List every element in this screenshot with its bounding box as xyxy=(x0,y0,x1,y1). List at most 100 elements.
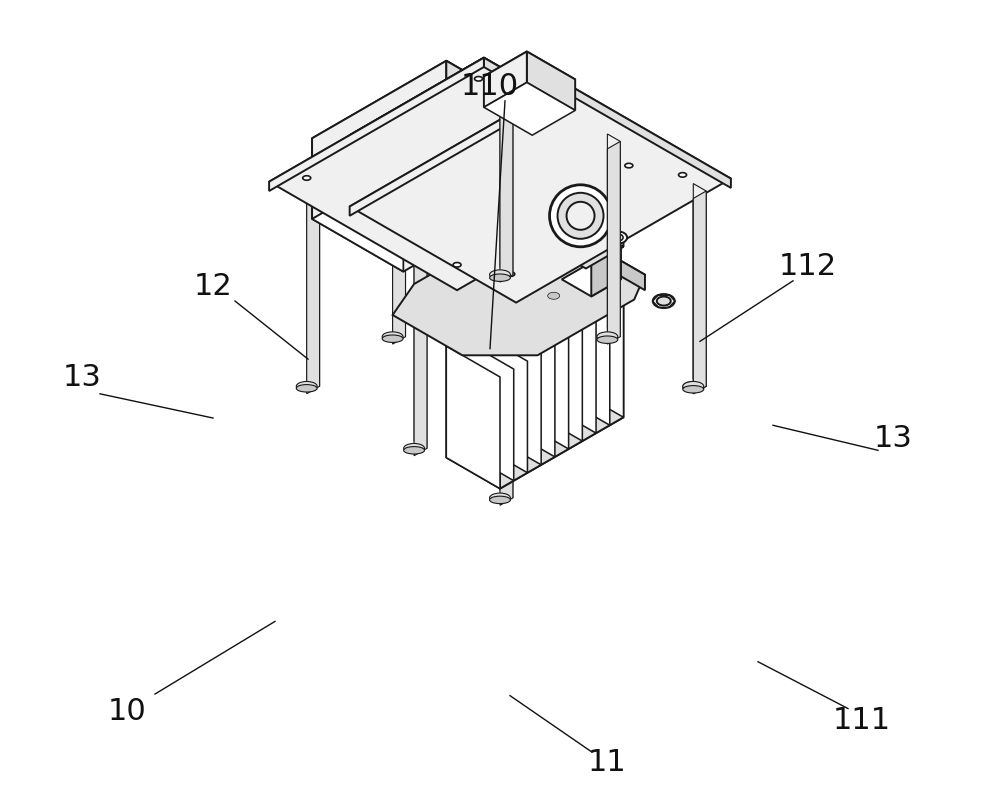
Polygon shape xyxy=(484,52,527,107)
Polygon shape xyxy=(607,134,620,337)
Ellipse shape xyxy=(404,444,425,454)
Polygon shape xyxy=(591,228,621,279)
Polygon shape xyxy=(484,57,672,175)
Polygon shape xyxy=(500,72,513,274)
Polygon shape xyxy=(269,57,672,291)
Polygon shape xyxy=(350,57,554,175)
Text: 13: 13 xyxy=(874,424,912,453)
Polygon shape xyxy=(548,220,578,272)
Polygon shape xyxy=(446,387,623,488)
Polygon shape xyxy=(527,52,575,111)
Polygon shape xyxy=(538,219,623,269)
Polygon shape xyxy=(307,191,320,394)
Ellipse shape xyxy=(653,294,675,308)
Polygon shape xyxy=(519,237,578,272)
Polygon shape xyxy=(591,245,621,296)
Polygon shape xyxy=(484,52,575,104)
Polygon shape xyxy=(433,69,524,202)
Polygon shape xyxy=(500,306,623,488)
Polygon shape xyxy=(419,77,511,210)
Polygon shape xyxy=(312,61,446,219)
Polygon shape xyxy=(500,295,513,498)
Polygon shape xyxy=(446,274,623,377)
Ellipse shape xyxy=(597,336,618,344)
Polygon shape xyxy=(564,82,731,188)
Ellipse shape xyxy=(382,332,403,341)
Text: 10: 10 xyxy=(108,697,146,726)
Polygon shape xyxy=(352,115,444,249)
Ellipse shape xyxy=(597,335,618,342)
Polygon shape xyxy=(554,222,645,291)
Polygon shape xyxy=(500,72,513,274)
Polygon shape xyxy=(484,57,554,154)
Polygon shape xyxy=(519,203,578,237)
Polygon shape xyxy=(269,57,484,191)
Polygon shape xyxy=(379,99,470,233)
Ellipse shape xyxy=(683,382,704,391)
Polygon shape xyxy=(495,104,538,129)
Ellipse shape xyxy=(683,382,704,391)
Ellipse shape xyxy=(490,496,510,504)
Polygon shape xyxy=(446,274,570,458)
Polygon shape xyxy=(393,92,484,225)
Text: 11: 11 xyxy=(588,748,626,777)
Polygon shape xyxy=(500,303,513,505)
Ellipse shape xyxy=(609,232,627,244)
Polygon shape xyxy=(446,61,538,194)
Polygon shape xyxy=(312,61,538,191)
Ellipse shape xyxy=(548,292,560,299)
Polygon shape xyxy=(501,314,555,457)
Polygon shape xyxy=(556,282,610,425)
Polygon shape xyxy=(500,79,513,282)
Polygon shape xyxy=(387,148,516,229)
Ellipse shape xyxy=(657,296,671,306)
Polygon shape xyxy=(693,191,706,394)
Ellipse shape xyxy=(567,202,595,230)
Polygon shape xyxy=(575,182,623,247)
Polygon shape xyxy=(607,134,620,337)
Polygon shape xyxy=(487,322,541,465)
Ellipse shape xyxy=(490,273,510,280)
Polygon shape xyxy=(516,148,618,214)
Polygon shape xyxy=(607,141,620,344)
Polygon shape xyxy=(484,82,575,136)
Polygon shape xyxy=(350,82,564,215)
Polygon shape xyxy=(393,141,405,344)
Ellipse shape xyxy=(296,382,317,391)
Text: 112: 112 xyxy=(779,252,837,281)
Polygon shape xyxy=(446,61,538,194)
Polygon shape xyxy=(312,138,403,272)
Ellipse shape xyxy=(406,249,422,257)
Ellipse shape xyxy=(526,280,538,286)
Text: 12: 12 xyxy=(194,272,232,301)
Polygon shape xyxy=(562,228,621,262)
Ellipse shape xyxy=(685,187,701,195)
Ellipse shape xyxy=(613,234,623,241)
Polygon shape xyxy=(460,338,514,481)
Text: 111: 111 xyxy=(833,706,891,735)
Ellipse shape xyxy=(597,332,618,341)
Ellipse shape xyxy=(303,176,311,180)
Ellipse shape xyxy=(550,185,612,247)
Ellipse shape xyxy=(382,335,403,342)
Ellipse shape xyxy=(404,446,425,454)
Polygon shape xyxy=(393,134,405,337)
Ellipse shape xyxy=(490,493,510,503)
Polygon shape xyxy=(693,191,706,394)
Polygon shape xyxy=(500,79,513,282)
Ellipse shape xyxy=(599,137,616,145)
Ellipse shape xyxy=(558,193,604,239)
Polygon shape xyxy=(339,123,430,256)
Polygon shape xyxy=(307,183,320,387)
Ellipse shape xyxy=(597,332,618,341)
Ellipse shape xyxy=(492,75,508,83)
Ellipse shape xyxy=(299,187,315,195)
Ellipse shape xyxy=(490,274,510,282)
Polygon shape xyxy=(350,57,484,191)
Polygon shape xyxy=(406,84,497,217)
Ellipse shape xyxy=(296,385,317,392)
Polygon shape xyxy=(570,274,623,417)
Polygon shape xyxy=(325,131,417,264)
Ellipse shape xyxy=(679,173,687,177)
Ellipse shape xyxy=(490,270,510,279)
